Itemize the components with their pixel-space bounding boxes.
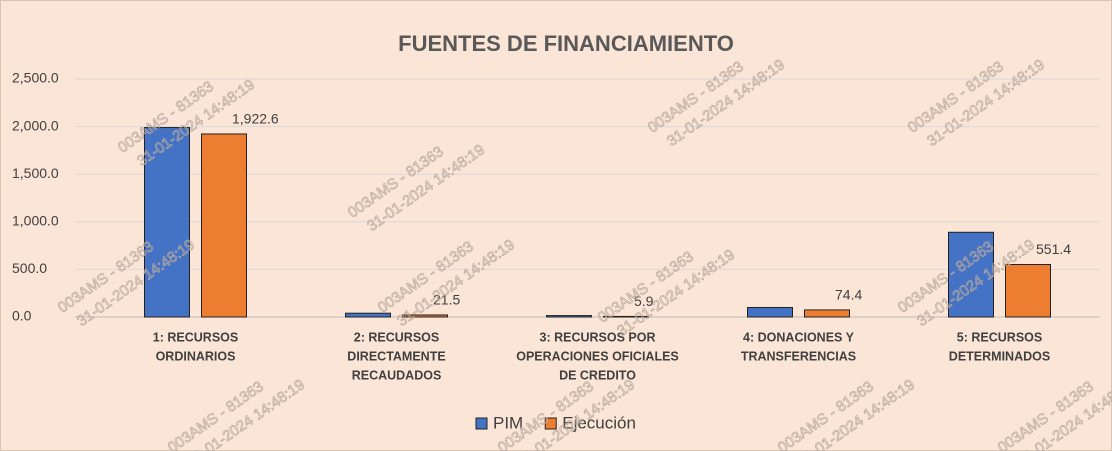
bar	[603, 315, 649, 318]
bar	[1005, 264, 1051, 318]
y-tick-label: 2,500.0	[12, 70, 59, 86]
data-label: 21.5	[433, 292, 460, 308]
legend-label: Ejecución	[562, 413, 636, 432]
x-tick-label: RECAUDADOS	[352, 368, 442, 382]
y-tick-label: 0.0	[12, 308, 32, 324]
x-tick-label: ORDINARIOS	[156, 349, 236, 363]
x-tick-label: 3: RECURSOS POR	[540, 330, 656, 344]
bar	[804, 309, 850, 318]
y-tick-label: 1,500.0	[12, 165, 59, 181]
x-tick-label: DE CREDITO	[559, 368, 636, 382]
legend-label: PIM	[493, 413, 523, 432]
x-tick-label: OPERACIONES OFICIALES	[516, 349, 679, 363]
x-tick-label: TRANSFERENCIAS	[741, 349, 856, 363]
data-label: 1,922.6	[232, 111, 279, 127]
legend-swatch	[475, 417, 488, 430]
x-tick-label: 4: DONACIONES Y	[743, 330, 855, 344]
bar	[402, 314, 448, 318]
data-label: 74.4	[835, 287, 862, 303]
x-tick-label: DETERMINADOS	[949, 349, 1050, 363]
x-tick-label: 5: RECURSOS	[957, 330, 1042, 344]
y-tick-label: 1,000.0	[12, 213, 59, 229]
bar	[546, 315, 592, 318]
data-label: 5.9	[634, 293, 654, 309]
chart-title: FUENTES DE FINANCIAMIENTO	[398, 31, 734, 56]
x-tick-label: 1: RECURSOS	[153, 330, 238, 344]
x-tick-label: DIRECTAMENTE	[347, 349, 445, 363]
legend-box	[455, 408, 675, 440]
y-tick-label: 2,000.0	[12, 117, 59, 133]
bar	[144, 127, 190, 318]
bar	[201, 133, 247, 318]
bar	[345, 312, 391, 318]
bar	[747, 306, 793, 318]
data-label: 551.4	[1036, 241, 1071, 257]
y-tick-label: 500.0	[12, 260, 47, 276]
x-tick-label: 2: RECURSOS	[354, 330, 439, 344]
bar	[948, 231, 994, 318]
legend-swatch	[544, 417, 557, 430]
